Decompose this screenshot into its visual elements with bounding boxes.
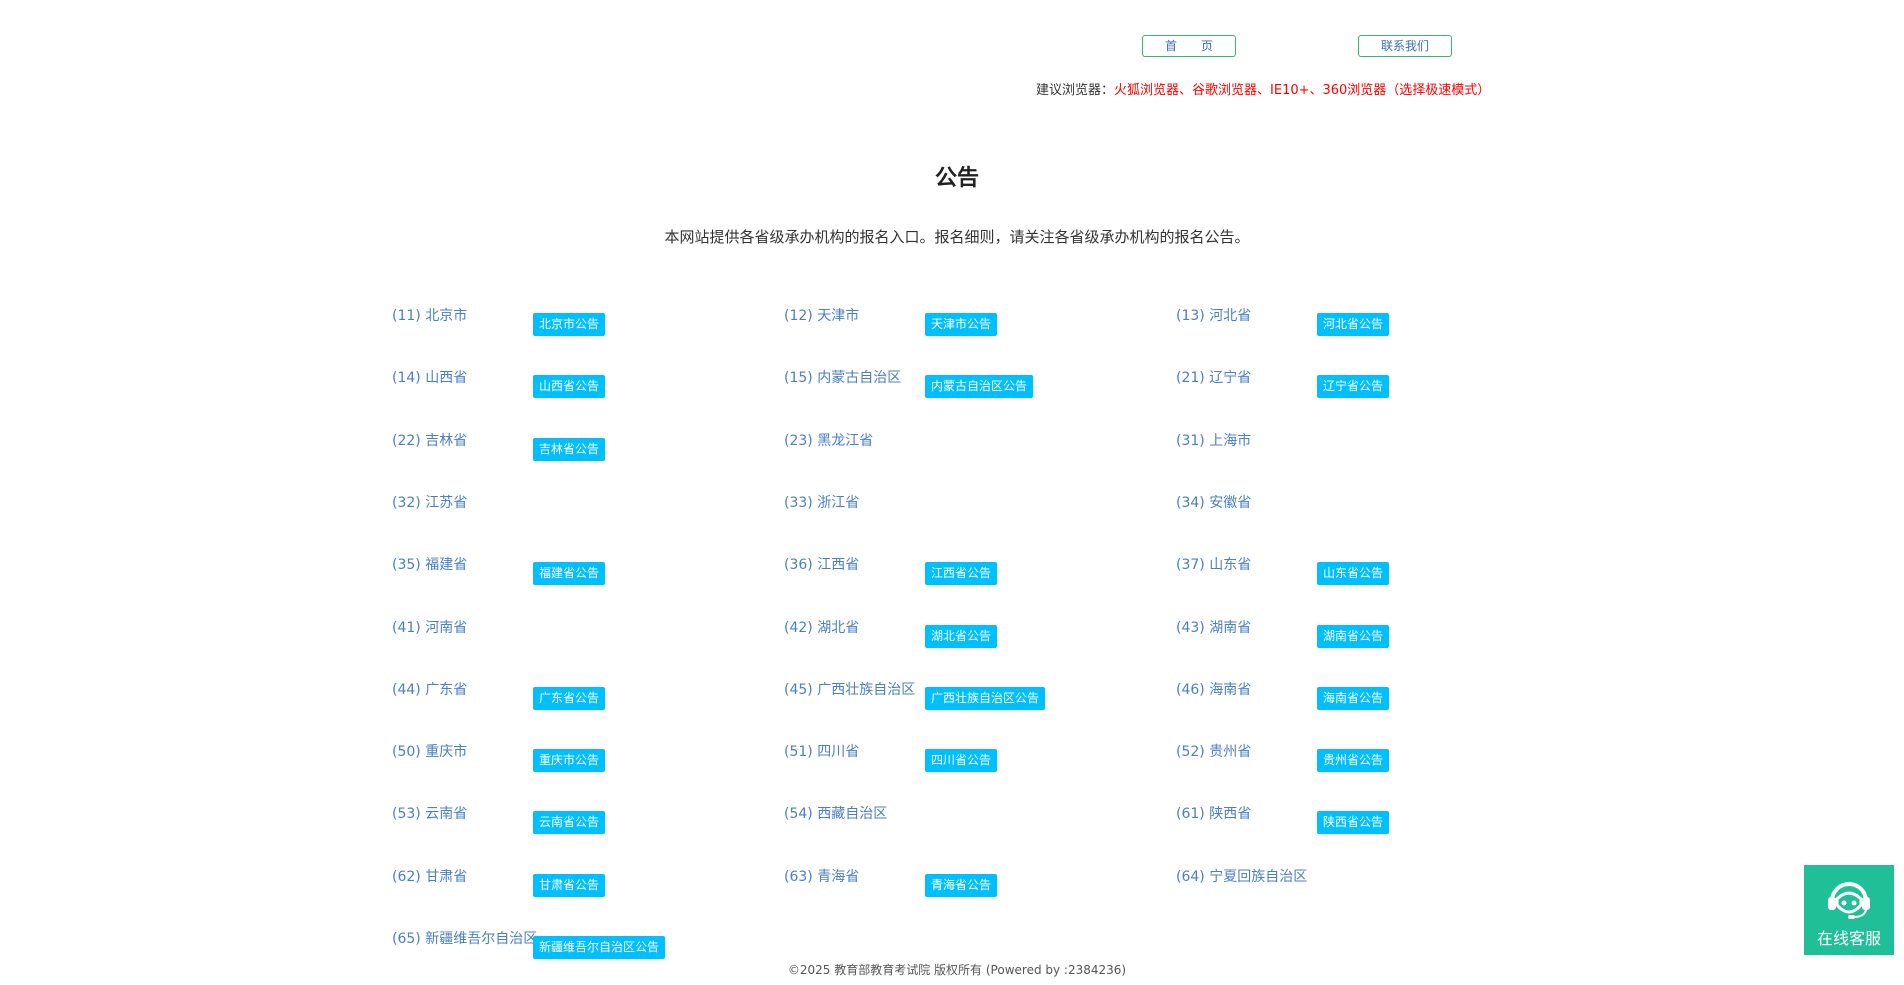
announcement-link[interactable]: 山西省公告 [533,375,606,399]
announcement-link[interactable]: 天津市公告 [925,313,998,336]
announcement-link[interactable]: 福建省公告 [533,562,606,586]
announcement-link[interactable]: 广东省公告 [533,686,606,710]
announcement-link[interactable]: 云南省公告 [533,811,606,835]
announcement-link[interactable]: 湖北省公告 [925,624,998,648]
page-subtitle: 本网站提供各省级承办机构的报名入口。报名细则，请关注各省级承办机构的报名公告。 [664,228,1250,246]
province-label: (45) 广西壮族自治区 [784,681,916,698]
announcement-link[interactable]: 河北省公告 [1317,313,1390,336]
province-label: (52) 贵州省 [1176,744,1252,761]
province-label: (22) 吉林省 [392,432,468,449]
province-label: (11) 北京市 [392,308,468,324]
announcement-link[interactable]: 山东省公告 [1317,562,1390,586]
announcement-link[interactable]: 贵州省公告 [1317,749,1390,773]
announcement-link[interactable]: 四川省公告 [925,749,998,773]
province-label: (31) 上海市 [1176,432,1252,449]
province-label: (35) 福建省 [392,557,468,574]
province-label: (64) 宁夏回族自治区 [1176,868,1308,885]
province-label: (62) 甘肃省 [392,868,468,885]
province-label: (43) 湖南省 [1176,619,1252,636]
province-label: (15) 内蒙古自治区 [784,370,902,387]
province-label: (21) 辽宁省 [1176,370,1252,387]
province-label: (61) 陕西省 [1176,806,1252,823]
province-label: (14) 山西省 [392,370,468,387]
browser-list: 火狐浏览器、谷歌浏览器、IE10+、360浏览器（选择极速模式） [1114,83,1491,98]
contact-us-button[interactable]: 联系我们 [1358,35,1452,57]
announcement-link[interactable]: 湖南省公告 [1317,624,1390,648]
province-label: (46) 海南省 [1176,681,1252,698]
province-label: (37) 山东省 [1176,557,1252,574]
announcement-link[interactable]: 甘肃省公告 [533,873,606,897]
online-service-label: 在线客服 [1816,929,1881,948]
announcement-link[interactable]: 内蒙古自治区公告 [925,375,1034,399]
announcement-link[interactable]: 青海省公告 [925,873,998,897]
announcement-link[interactable]: 广西壮族自治区公告 [925,686,1046,710]
page-title: 公告 [934,166,979,191]
announcement-link[interactable]: 江西省公告 [925,562,998,586]
province-label: (34) 安徽省 [1176,494,1252,511]
province-label: (63) 青海省 [784,868,860,885]
announcement-link[interactable]: 重庆市公告 [533,749,606,773]
province-label: (42) 湖北省 [784,619,860,636]
announcement-link[interactable]: 新疆维吾尔自治区公告 [533,936,666,959]
online-service-button[interactable]: 在线客服 [1804,865,1894,955]
province-label: (54) 西藏自治区 [784,806,888,823]
province-label: (12) 天津市 [784,308,860,324]
announcement-link[interactable]: 辽宁省公告 [1317,375,1390,399]
announcement-link[interactable]: 北京市公告 [533,313,606,336]
province-label: (65) 新疆维吾尔自治区 [392,931,538,947]
province-label: (32) 江苏省 [392,494,468,511]
province-label: (51) 四川省 [784,744,860,761]
province-label: (53) 云南省 [392,806,468,823]
province-label: (50) 重庆市 [392,744,468,761]
announcement-link[interactable]: 吉林省公告 [533,437,606,461]
announcement-link[interactable]: 海南省公告 [1317,686,1390,710]
province-label: (33) 浙江省 [784,494,860,511]
province-label: (41) 河南省 [392,619,468,636]
province-label: (36) 江西省 [784,557,860,574]
province-label: (23) 黑龙江省 [784,432,874,449]
browser-label: 建议浏览器： [1036,83,1115,98]
home-button[interactable]: 首 页 [1142,35,1236,57]
province-label: (44) 广东省 [392,681,468,698]
announcement-link[interactable]: 陕西省公告 [1317,811,1390,835]
province-label: (13) 河北省 [1176,308,1252,324]
headset-icon [1828,882,1870,919]
footer: ©2025 教育部教育考试院 版权所有 (Powered by :2384236… [787,963,1127,977]
browser-recommendation: 建议浏览器：火狐浏览器、谷歌浏览器、IE10+、360浏览器（选择极速模式） [1036,79,1490,98]
